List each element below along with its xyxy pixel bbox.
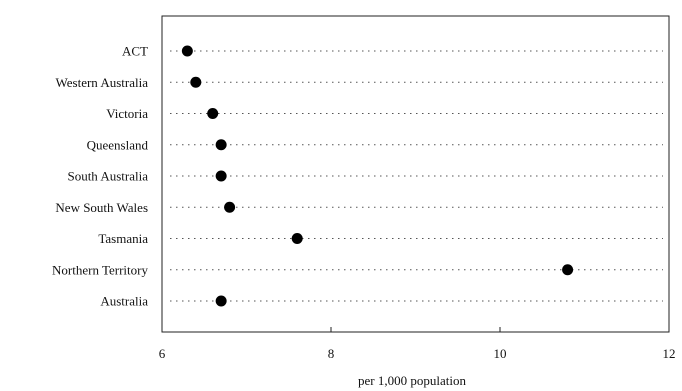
category-label: South Australia	[67, 169, 148, 184]
data-point	[190, 76, 202, 88]
category-label: Tasmania	[98, 231, 148, 246]
data-point	[291, 233, 303, 244]
x-tick-label: 10	[494, 346, 507, 361]
x-tick-label: 6	[159, 346, 166, 361]
category-label: ACT	[122, 44, 148, 59]
data-point	[215, 139, 227, 151]
data-point	[181, 45, 193, 57]
data-point	[224, 201, 236, 213]
category-label: Northern Territory	[52, 262, 148, 277]
data-point	[215, 170, 227, 182]
data-point	[207, 108, 219, 119]
data-points	[181, 45, 574, 307]
x-axis-title: per 1,000 population	[358, 373, 466, 388]
category-label: Queensland	[87, 137, 149, 152]
x-axis-tick-labels: 6 8 10 12	[159, 346, 676, 361]
guide-lines	[170, 50, 663, 302]
x-tick-label: 12	[663, 346, 676, 361]
x-axis-ticks	[161, 327, 670, 332]
category-labels: ACT Western Australia Victoria Queensland So…	[52, 44, 148, 309]
category-label: Victoria	[106, 106, 148, 121]
x-tick-label: 8	[328, 346, 335, 361]
data-point	[562, 264, 574, 276]
category-label: New South Wales	[55, 200, 148, 215]
data-point	[215, 295, 227, 307]
category-label: Western Australia	[56, 75, 149, 90]
category-label: Australia	[100, 294, 148, 309]
plot-frame	[161, 15, 670, 333]
